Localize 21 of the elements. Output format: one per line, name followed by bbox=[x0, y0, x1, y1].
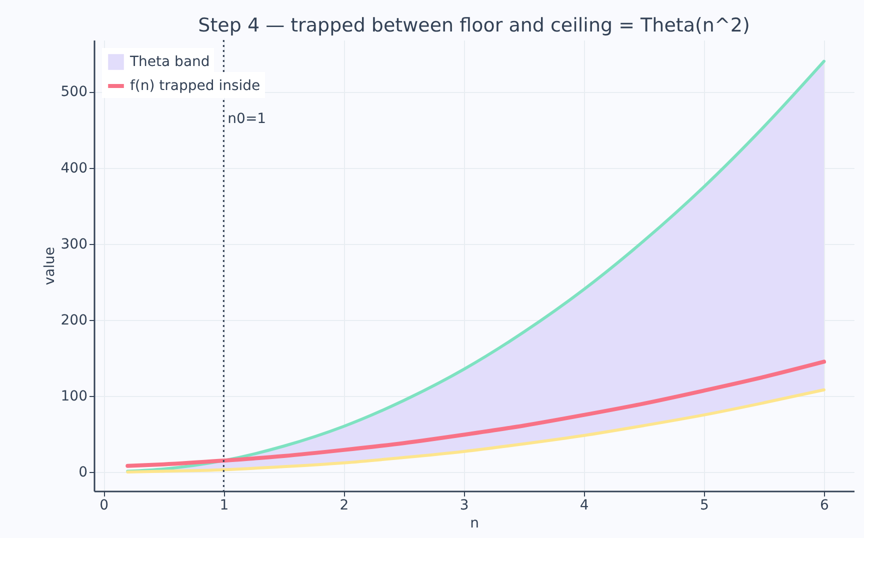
x-tick-label: 4 bbox=[580, 498, 589, 514]
y-tick-label: 200 bbox=[60, 312, 88, 328]
ref-line-label: n0=1 bbox=[228, 111, 266, 127]
x-tick-label: 2 bbox=[340, 498, 349, 514]
y-axis-title: value bbox=[42, 246, 58, 286]
x-tick-label: 3 bbox=[460, 498, 469, 514]
y-tick-label: 100 bbox=[60, 388, 88, 404]
x-tick-label: 6 bbox=[820, 498, 830, 514]
y-tick-label: 400 bbox=[60, 160, 88, 176]
x-tick-label: 5 bbox=[700, 498, 709, 514]
line-series bbox=[126, 388, 826, 474]
x-tick-label: 1 bbox=[220, 498, 229, 514]
chart-title: Step 4 — trapped between floor and ceiling = Theta(n^2) bbox=[198, 14, 750, 36]
y-tick-label: 0 bbox=[78, 464, 88, 480]
legend-label: Theta band bbox=[129, 54, 210, 70]
x-axis-title: n bbox=[470, 516, 479, 532]
y-tick-label: 500 bbox=[60, 84, 88, 100]
legend-label: f(n) trapped inside bbox=[130, 78, 260, 94]
line-series bbox=[126, 360, 826, 468]
x-tick-label: 0 bbox=[100, 498, 109, 514]
y-tick-label: 300 bbox=[60, 236, 88, 252]
